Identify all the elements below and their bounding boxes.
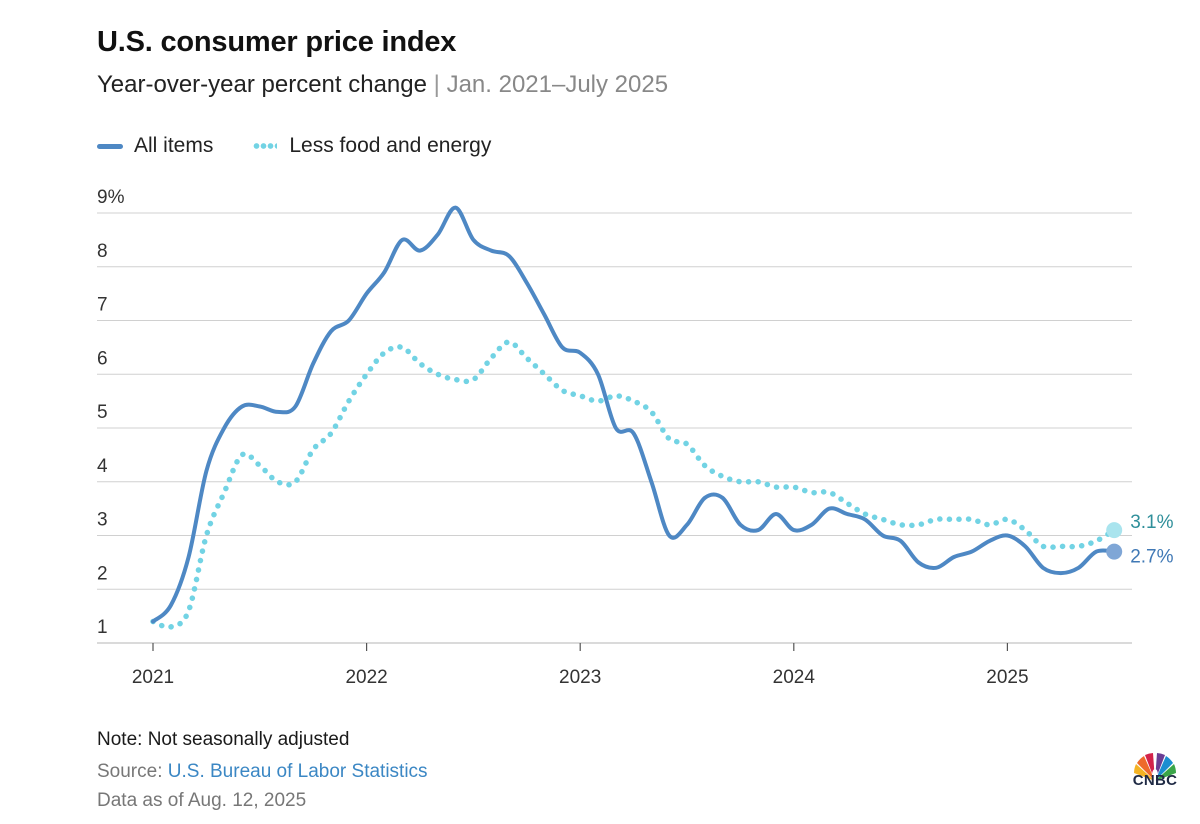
x-tick-label: 2022 [345,667,387,688]
y-tick-label: 1 [97,617,108,638]
legend-label-all-items: All items [134,134,214,157]
chart-subtitle: Year-over-year percent change | Jan. 202… [97,71,668,99]
series-line-all-items [151,205,1117,624]
series-line-less-food-and-energy [150,339,1117,630]
y-tick-label: 8 [97,241,108,262]
y-tick-label: 7 [97,295,108,316]
end-marker-all-items [1106,543,1123,560]
y-tick-label: 3 [97,510,108,531]
y-tick-label: 5 [97,402,108,423]
subtitle-main: Year-over-year percent change [97,71,427,98]
y-tick-label: 6 [97,348,108,369]
footnote-source: Source: U.S. Bureau of Labor Statistics [97,761,428,783]
x-tick-label: 2021 [132,667,174,688]
legend-swatch-dotted-line [253,143,278,149]
y-tick-label: 9% [97,187,125,208]
end-label-less-food-and-energy: 3.1% [1130,512,1173,533]
footnote-data-date: Data as of Aug. 12, 2025 [97,790,307,811]
end-marker-less-food-and-energy [1106,522,1123,539]
end-label-all-items: 2.7% [1130,547,1173,568]
x-tick-label: 2025 [986,667,1028,688]
source-prefix: Source: [97,761,168,782]
chart-legend: All items Less food and energy [97,134,531,158]
x-tick-label: 2023 [559,667,601,688]
y-tick-label: 2 [97,563,108,584]
legend-item-all-items: All items [97,134,213,158]
subtitle-separator: | [433,71,440,98]
footnote-note: Note: Not seasonally adjusted [97,729,350,750]
legend-item-core: Less food and energy [253,134,491,158]
chart-title: U.S. consumer price index [97,26,457,58]
cnbc-peacock-logo-icon [1134,753,1176,781]
source-link[interactable]: U.S. Bureau of Labor Statistics [167,761,428,782]
subtitle-date-range: Jan. 2021–July 2025 [446,71,669,98]
legend-label-core: Less food and energy [289,134,492,157]
legend-swatch-solid-line [97,143,123,149]
cnbc-logo-text: CNBC [1132,772,1178,789]
x-tick-label: 2024 [773,667,816,688]
y-tick-label: 4 [97,456,108,477]
